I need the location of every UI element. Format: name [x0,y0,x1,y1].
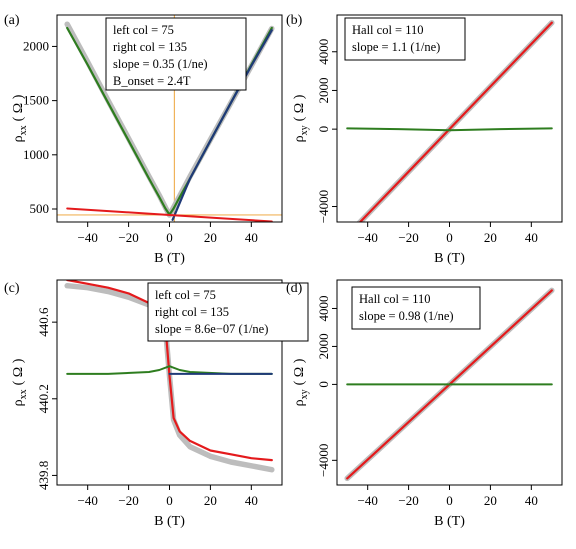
x-tick-label: 0 [166,230,173,245]
series-residual [346,127,553,132]
annotation-text: slope = 0.98 (1/ne) [359,309,454,323]
y-tick-label: 440.2 [36,384,51,413]
annotation-text: Hall col = 110 [359,292,431,306]
y-axis-label: ρxy( Ω ) [292,94,310,142]
series-residual [66,207,273,222]
annotation-box [351,286,481,330]
y-tick-label: 1500 [23,93,49,108]
x-tick-label: −40 [78,493,98,508]
series-fit [66,280,273,462]
y-tick-label: 4000 [316,295,331,321]
x-tick-label: 40 [245,230,258,245]
y-axis-label: ρxy( Ω ) [292,358,310,406]
annotation-text: right col = 135 [113,40,187,54]
annotation-text: slope = 1.1 (1/ne) [352,40,440,54]
y-tick-label: 1000 [23,147,49,162]
x-tick-label: −20 [118,493,138,508]
annotation-text: right col = 135 [155,305,229,319]
panel-a: −40 −20 0 20 40 500 1000 1500 2000 B (T) ρxx( Ω ) (… [4,13,283,266]
x-tick-label: −40 [358,230,378,245]
y-axis-label: ρxx( Ω ) [11,94,29,142]
x-axis-label: B (T) [434,514,465,529]
x-axis-label: B (T) [434,251,465,266]
x-tick-label: 40 [525,493,538,508]
x-tick-label: 20 [484,493,497,508]
panel-label: (a) [4,13,20,28]
panel-label: (b) [286,13,303,28]
y-tick-label: 0 [316,381,331,388]
x-axis-label: B (T) [154,514,185,529]
y-tick-label: −4000 [316,190,331,223]
annotation-box [147,282,309,342]
x-tick-label: 0 [446,493,453,508]
x-tick-label: 40 [245,493,258,508]
panel-label: (d) [286,281,303,296]
x-tick-label: 40 [525,230,538,245]
panel-c: −40 −20 0 20 40 439.8 440.2 440.6 B (T) ρxx( Ω ) (… [4,279,309,529]
y-tick-label: 500 [30,201,50,216]
y-tick-label: 0 [316,126,331,133]
x-tick-label: 0 [446,230,453,245]
x-tick-label: 20 [204,230,217,245]
y-tick-label: −4000 [316,444,331,477]
annotation-text: left col = 75 [113,23,174,37]
y-axis-label: ρxx( Ω ) [11,358,29,406]
x-tick-label: −20 [118,230,138,245]
annotation-box [344,17,466,61]
annotation-text: Hall col = 110 [352,23,424,37]
annotation-text: left col = 75 [155,288,216,302]
x-tick-label: −20 [398,230,418,245]
plot-area [344,287,555,482]
x-tick-label: −40 [78,230,98,245]
panel-d: −40 −20 0 20 40 −4000 0 2000 4000 B (T) ρxy( Ω ) (d… [286,279,563,529]
annotation-box [105,17,247,91]
plot-area [57,15,282,222]
x-tick-label: −20 [398,493,418,508]
annotation-text: slope = 8.6e−07 (1/ne) [155,322,268,336]
y-tick-label: 4000 [316,39,331,65]
x-axis-label: B (T) [154,251,185,266]
y-tick-label: 2000 [316,77,331,103]
panel-label: (c) [4,281,20,296]
annotation-text: slope = 0.35 (1/ne) [113,57,208,71]
y-tick-label: 2000 [316,333,331,359]
x-tick-label: −40 [358,493,378,508]
annotation-text: B_onset = 2.4T [113,74,191,88]
y-tick-label: 439.8 [36,461,51,490]
x-tick-label: 20 [484,230,497,245]
x-tick-label: 20 [204,493,217,508]
y-tick-label: 440.6 [36,307,51,337]
panel-b: −40 −20 0 20 40 −4000 0 2000 4000 B (T) ρxy( Ω ) (b… [286,13,563,266]
series-fit-right [171,29,273,221]
x-tick-label: 0 [166,493,173,508]
plot-area [64,280,275,473]
series-fit [358,21,553,222]
plot-area [346,19,555,222]
y-tick-label: 2000 [23,38,49,53]
